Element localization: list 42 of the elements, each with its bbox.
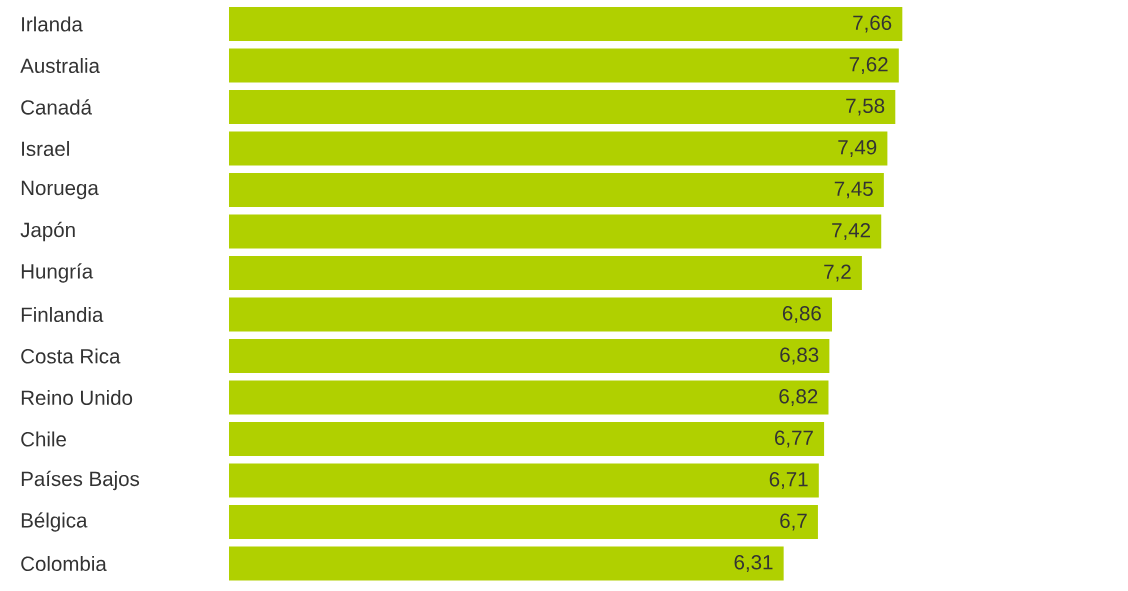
data-label: 6,7 bbox=[780, 513, 807, 531]
y-tick-label: Finlandia bbox=[21, 306, 104, 323]
data-label: 7,2 bbox=[824, 264, 851, 282]
bar bbox=[229, 256, 862, 290]
data-label: 7,66 bbox=[853, 15, 892, 33]
data-label: 7,45 bbox=[834, 181, 873, 199]
bar bbox=[229, 339, 830, 373]
bar bbox=[229, 7, 903, 41]
data-label: 6,31 bbox=[734, 555, 773, 572]
data-label: 6,77 bbox=[775, 430, 813, 448]
data-label: 7,42 bbox=[832, 223, 870, 240]
data-label: 7,49 bbox=[838, 140, 877, 157]
y-tick-label: Canadá bbox=[21, 99, 92, 115]
bar bbox=[229, 380, 829, 415]
data-label: 6,71 bbox=[769, 472, 808, 489]
bar bbox=[229, 505, 818, 540]
data-label: 7,58 bbox=[846, 98, 885, 116]
bar bbox=[229, 173, 884, 207]
y-tick-label: Israel bbox=[22, 140, 69, 157]
y-tick-label: Noruega bbox=[21, 180, 99, 200]
bar bbox=[229, 297, 832, 332]
y-tick-label: Costa Rica bbox=[21, 348, 121, 364]
y-tick-label: Reino Unido bbox=[21, 389, 133, 406]
data-label: 7,62 bbox=[849, 57, 888, 74]
y-tick-label: Australia bbox=[20, 57, 100, 74]
y-tick-label: Países Bajos bbox=[21, 470, 140, 491]
data-label: 6,82 bbox=[779, 389, 818, 406]
data-label: 6,83 bbox=[780, 347, 819, 365]
y-tick-label: Japón bbox=[20, 221, 75, 242]
bar bbox=[229, 131, 888, 166]
y-tick-label: Colombia bbox=[21, 555, 107, 572]
bar bbox=[229, 546, 784, 581]
bar bbox=[229, 422, 825, 456]
bar bbox=[229, 48, 899, 83]
y-tick-label: Irlanda bbox=[22, 16, 83, 32]
bar bbox=[229, 90, 896, 124]
y-tick-label: Bélgica bbox=[21, 512, 88, 532]
y-tick-label: Chile bbox=[21, 431, 66, 447]
y-tick-label: Hungría bbox=[21, 263, 94, 283]
bar bbox=[229, 214, 882, 249]
data-label: 6,86 bbox=[782, 306, 821, 323]
bar bbox=[229, 463, 819, 498]
